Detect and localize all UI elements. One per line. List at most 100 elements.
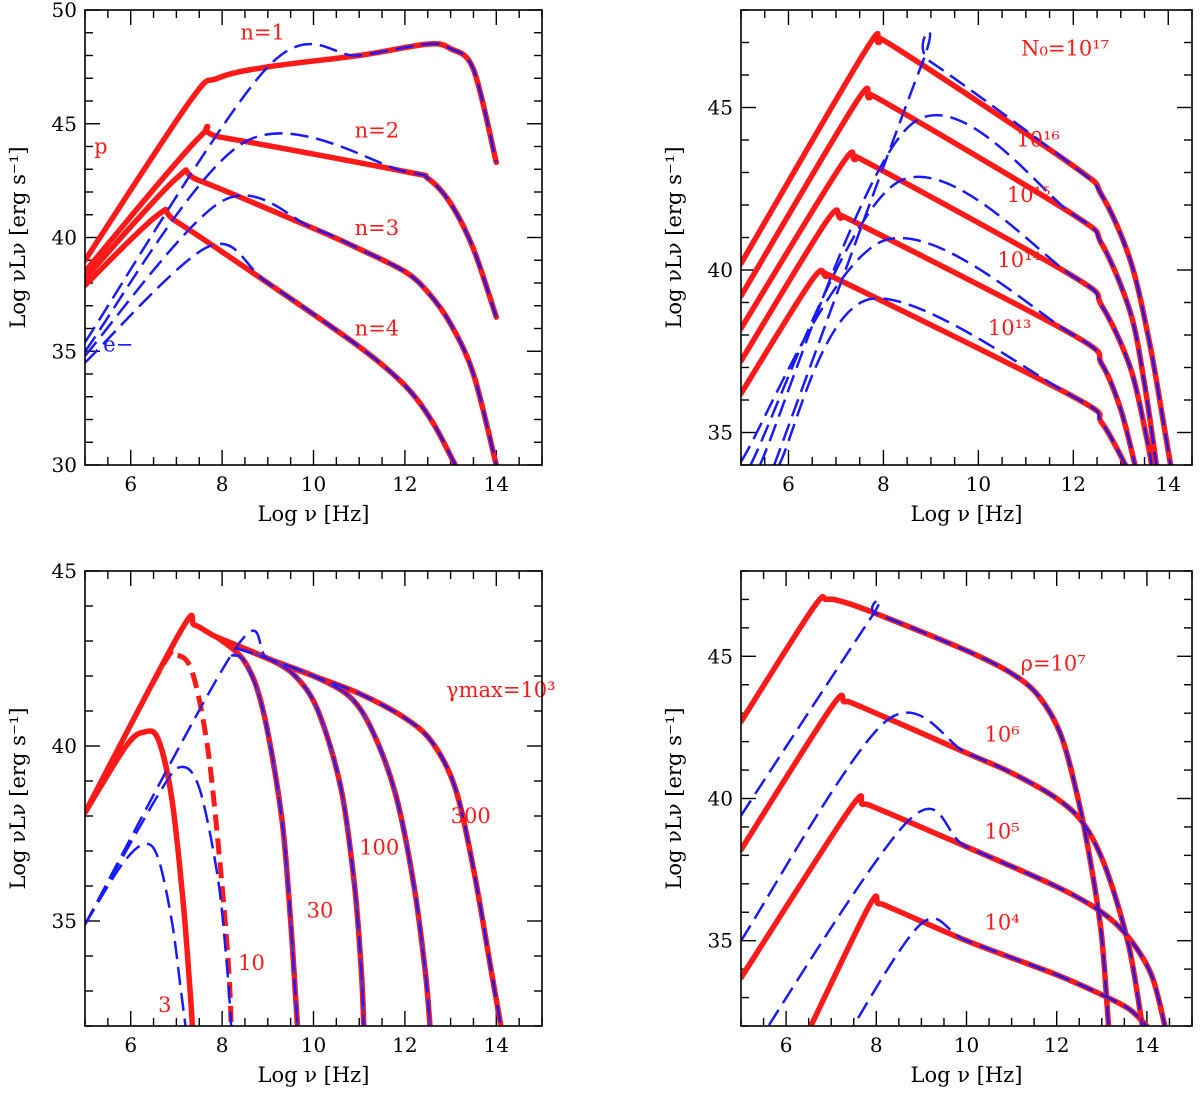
series-line	[749, 175, 1153, 465]
y-axis-title: Log νLν [erg s⁻¹]	[6, 146, 30, 328]
x-tick-label: 14	[484, 1033, 509, 1057]
series-annotation: 10¹³	[988, 316, 1032, 340]
y-tick-label: 40	[52, 734, 77, 758]
x-tick-label: 14	[1134, 1033, 1159, 1057]
x-tick-label: 10	[966, 472, 991, 496]
plot-frame	[84, 570, 543, 1027]
y-tick-label: 40	[708, 258, 733, 282]
series-line	[741, 237, 1137, 465]
series-line-overlay	[85, 629, 502, 1026]
x-tick-label: 10	[954, 1033, 979, 1057]
series-line-overlay	[235, 646, 432, 1026]
series-line-overlay	[741, 598, 1110, 1026]
series-line	[741, 149, 1155, 465]
series-line	[85, 206, 458, 465]
series-annotation: e−	[103, 332, 133, 356]
series-annotation: γmax=10³	[446, 678, 556, 702]
y-axis-title: Log νLν [erg s⁻¹]	[662, 707, 686, 889]
series-line	[85, 728, 196, 1026]
axis-ticks	[740, 570, 1193, 1027]
y-tick-label: 45	[708, 96, 733, 120]
series-line	[85, 647, 234, 1026]
y-tick-label: 40	[52, 226, 77, 250]
y-tick-label: 45	[52, 559, 77, 583]
series-line-overlay	[758, 114, 1158, 465]
plot-frame	[740, 9, 1193, 466]
x-axis-title: Log ν [Hz]	[911, 502, 1023, 526]
axis-ticks	[740, 9, 1193, 466]
series-line-overlay	[767, 807, 1166, 1026]
series-group	[85, 41, 500, 465]
x-tick-label: 6	[780, 1033, 793, 1057]
series-annotation: 10¹⁶	[1016, 128, 1060, 152]
series-line-overlay	[85, 42, 498, 343]
series-line	[741, 711, 1144, 1026]
x-tick-label: 12	[392, 472, 417, 496]
series-annotation: 30	[307, 899, 334, 923]
x-tick-label: 8	[216, 1033, 229, 1057]
panel-3: 6 8 10 12 14 35 40 45 Log ν [Hz] Log νLν [erg s⁻¹…	[6, 559, 556, 1087]
x-tick-label: 12	[1061, 472, 1086, 496]
y-tick-label: 35	[52, 909, 77, 933]
y-tick-label: 35	[52, 339, 77, 363]
series-annotation: n=4	[355, 316, 399, 340]
series-annotation: 10⁵	[985, 819, 1020, 843]
x-tick-label: 6	[124, 472, 137, 496]
x-tick-label: 6	[124, 1033, 137, 1057]
y-tick-label: 45	[708, 644, 733, 668]
series-annotation: 10¹⁴	[997, 248, 1041, 272]
series-line-overlay	[85, 842, 187, 1026]
y-axis-title: Log νLν [erg s⁻¹]	[6, 707, 30, 889]
series-group	[85, 612, 504, 1026]
x-tick-label: 8	[877, 472, 890, 496]
x-axis-title: Log ν [Hz]	[258, 502, 370, 526]
series-annotation: n=2	[355, 118, 399, 142]
series-annotation: 10¹⁵	[1007, 183, 1051, 207]
series-annotation: N₀=10¹⁷	[1021, 37, 1109, 61]
series-line-overlay	[749, 175, 1153, 465]
x-tick-label: 8	[870, 1033, 883, 1057]
panel-4: 6 8 10 12 14 35 40 45 Log ν [Hz] Log νLν [erg s⁻¹…	[662, 570, 1193, 1087]
series-annotation: n=1	[240, 21, 284, 45]
x-axis-title: Log ν [Hz]	[911, 1063, 1023, 1087]
series-annotation: 10⁴	[985, 910, 1020, 934]
x-tick-label: 14	[484, 472, 509, 496]
series-annotation: n=3	[355, 216, 399, 240]
y-tick-label: 30	[52, 453, 77, 477]
series-annotation: p	[94, 134, 107, 158]
y-tick-label: 35	[708, 929, 733, 953]
x-tick-label: 8	[216, 472, 229, 496]
series-line	[85, 242, 457, 465]
x-tick-label: 12	[392, 1033, 417, 1057]
series-line	[777, 297, 1127, 465]
y-tick-label: 50	[52, 0, 77, 22]
panel-2: 6 8 10 12 14 35 40 45 Log ν [Hz] Log νLν [erg s⁻¹…	[662, 9, 1193, 526]
series-line-overlay	[85, 194, 498, 465]
series-line-overlay	[85, 132, 498, 352]
x-tick-label: 6	[782, 472, 795, 496]
series-line-overlay	[235, 646, 365, 1026]
series-line	[85, 41, 500, 264]
series-line	[807, 893, 1150, 1026]
series-annotation: 3	[158, 993, 171, 1017]
series-line-overlay	[852, 917, 1148, 1026]
series-annotation: 100	[359, 836, 399, 860]
series-line	[741, 267, 1129, 465]
x-axis-title: Log ν [Hz]	[258, 1063, 370, 1087]
series-line-overlay	[230, 653, 299, 1026]
y-tick-label: 45	[52, 112, 77, 136]
series-line-overlay	[85, 765, 233, 1026]
axis-ticks	[84, 570, 543, 1027]
panel-1: 6 8 10 12 14 30 35 40 45 50 Log ν [Hz] Log νLν [erg…	[6, 0, 543, 526]
x-tick-label: 14	[1156, 472, 1181, 496]
series-group	[741, 593, 1168, 1026]
y-axis-title: Log νLν [erg s⁻¹]	[662, 146, 686, 328]
series-line	[85, 765, 233, 1026]
series-annotation: 10	[238, 951, 265, 975]
series-group	[741, 30, 1174, 465]
series-line-overlay	[85, 242, 457, 465]
plot-frame	[84, 9, 543, 466]
x-tick-label: 10	[301, 472, 326, 496]
series-line-overlay	[778, 297, 1127, 465]
